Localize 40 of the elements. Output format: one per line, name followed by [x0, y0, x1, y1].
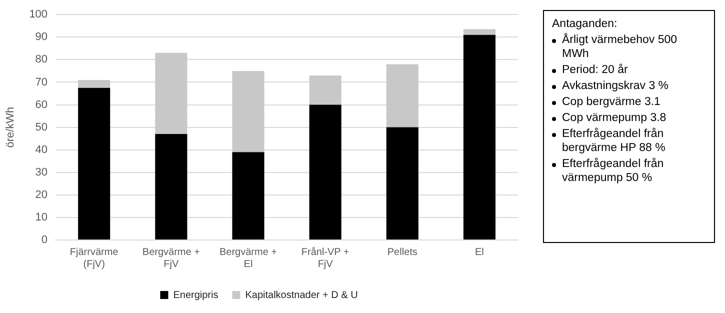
bar [386, 64, 418, 128]
x-tick-label: El [475, 246, 484, 258]
y-tick-label: 40 [35, 144, 48, 156]
y-tick-label: 80 [35, 54, 48, 66]
legend-label: Energipris [173, 290, 218, 301]
y-tick-label: 60 [35, 98, 48, 111]
text: Efterfrågeandel från bergvärme HP 88 % [562, 127, 666, 155]
legend-label: Kapitalkostnader + D & U [245, 290, 358, 301]
bar [155, 134, 188, 240]
bar [309, 104, 342, 240]
text: Efterfrågeandel från värmepump 50 % [562, 157, 665, 185]
text: Antaganden: [552, 17, 618, 31]
bar [232, 70, 264, 152]
y-axis-title: öre/kWh [4, 106, 17, 148]
x-tick-label: Frånl-VP + FjV [301, 246, 350, 270]
text: Period: 20 år [562, 63, 628, 77]
text: Årligt värmebehov 500 MWh [562, 33, 678, 61]
x-tick-label: Bergvärme + FjV [142, 246, 200, 270]
x-tick-label: Pellets [387, 246, 418, 258]
bar [78, 80, 110, 88]
y-tick-label: 70 [35, 76, 48, 88]
bar [463, 29, 496, 35]
bar [232, 152, 264, 240]
bar [309, 75, 342, 105]
y-tick-label: 50 [35, 121, 48, 134]
text: Cop värmepump 3.8 [562, 111, 666, 125]
y-tick-label: 10 [35, 211, 48, 224]
y-tick-label: 30 [35, 166, 48, 178]
y-tick-label: 0 [41, 234, 48, 246]
bar [463, 34, 496, 240]
y-tick-label: 100 [29, 8, 48, 21]
text: Cop bergvärme 3.1 [562, 95, 660, 109]
y-tick-label: 20 [35, 188, 48, 201]
bar [386, 127, 418, 240]
x-tick-label: Fjärrvärme (FjV) [70, 246, 119, 270]
bar [155, 52, 188, 134]
y-tick-label: 90 [35, 31, 48, 44]
x-tick-label: Bergvärme + El [219, 246, 278, 270]
bar [78, 88, 110, 240]
text: Avkastningskrav 3 % [562, 79, 669, 93]
